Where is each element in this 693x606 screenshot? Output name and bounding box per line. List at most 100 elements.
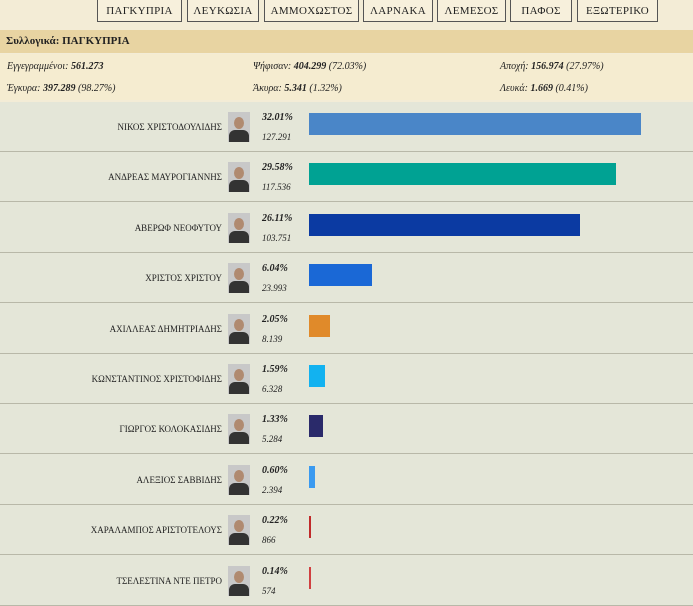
photo-body: [229, 230, 249, 243]
percent-label: 2.05%: [262, 313, 288, 325]
bar: [309, 264, 372, 287]
candidate-row: ΝΙΚΟΣ ΧΡΙΣΤΟΔΟΥΛΙΔΗΣ 32.01% 127.291: [0, 102, 693, 152]
section-header: Συλλογικά: ΠΑΓΚΥΠΡΙΑ: [0, 30, 693, 53]
stat-label: Έγκυρα:: [7, 83, 41, 94]
bar: [309, 566, 311, 589]
photo-head: [234, 419, 244, 432]
stat-label: Ψήφισαν:: [253, 61, 292, 72]
bar: [309, 314, 331, 337]
percent-label: 32.01%: [262, 112, 293, 123]
stat: Εγγεγραμμένοι: 561.273: [7, 61, 103, 72]
candidate-row: ΤΣΕΛΕΣΤΙΝΑ ΝΤΕ ΠΕΤΡΟ 0.14% 574: [0, 556, 693, 606]
photo-head: [234, 268, 244, 281]
photo-head: [234, 318, 244, 331]
candidate-row: ΧΡΙΣΤΟΣ ΧΡΙΣΤΟΥ 6.04% 23.993: [0, 253, 693, 304]
photo-head: [234, 369, 244, 381]
candidate-row: ΑΝΔΡΕΑΣ ΜΑΥΡΟΓΙΑΝΝΗΣ 29.58% 117.536: [0, 152, 693, 203]
stat: Ψήφισαν: 404.299 (72.03%): [253, 61, 366, 72]
votes-label: 866: [262, 535, 276, 546]
photo-head: [234, 520, 244, 533]
votes-label: 103.751: [262, 232, 292, 243]
tab[interactable]: ΑΜΜΟΧΩΣΤΟΣ: [264, 0, 359, 22]
candidate-name: ΚΩΝΣΤΑΝΤΙΝΟΣ ΧΡΙΣΤΟΦΙΔΗΣ: [91, 374, 222, 384]
candidate-row: ΓΙΩΡΓΟΣ ΚΟΛΟΚΑΣΙΔΗΣ 1.33% 5.284: [0, 404, 693, 455]
votes-label: 6.328: [262, 384, 283, 394]
stat: Λευκά: 1.669 (0.41%): [500, 83, 588, 94]
bar: [309, 516, 312, 539]
stat-value: 5.341: [284, 83, 307, 94]
stat-value: 1.669: [530, 83, 553, 94]
photo-body: [229, 533, 249, 546]
stat-value: 397.289: [43, 83, 76, 94]
tab[interactable]: ΛΑΡΝΑΚΑ: [363, 0, 433, 22]
candidate-name: ΧΑΡΑΛΑΜΠΟΣ ΑΡΙΣΤΟΤΕΛΟΥΣ: [90, 525, 222, 536]
photo-body: [229, 482, 249, 495]
photo-body: [229, 583, 249, 596]
photo-body: [229, 130, 249, 142]
percent-label: 29.58%: [262, 162, 293, 174]
stat: Αποχή: 156.974 (27.97%): [500, 61, 604, 72]
stat-extra: (27.97%): [566, 61, 604, 72]
percent-label: 0.14%: [262, 565, 288, 577]
photo-body: [229, 432, 249, 445]
percent-label: 0.22%: [262, 515, 288, 527]
bar: [309, 365, 326, 387]
stat-label: Λευκά:: [500, 83, 528, 94]
photo-head: [234, 217, 244, 230]
stat-extra: (98.27%): [78, 83, 116, 94]
candidate-name: ΧΡΙΣΤΟΣ ΧΡΙΣΤΟΥ: [145, 273, 222, 284]
percent-label: 1.59%: [262, 364, 288, 375]
candidate-photo: [228, 414, 250, 445]
candidate-name: ΤΣΕΛΕΣΤΙΝΑ ΝΤΕ ΠΕΤΡΟ: [116, 575, 223, 586]
bar: [309, 163, 616, 186]
candidate-photo: [228, 464, 250, 495]
stat-extra: (1.32%): [309, 83, 342, 94]
tab[interactable]: ΠΑΦΟΣ: [510, 0, 572, 22]
candidate-photo: [228, 565, 250, 596]
candidate-photo: [228, 162, 250, 193]
photo-head: [234, 469, 244, 482]
stat-label: Άκυρα:: [253, 83, 282, 94]
photo-body: [229, 180, 249, 193]
tab[interactable]: ΛΕΥΚΩΣΙΑ: [187, 0, 259, 22]
candidate-photo: [228, 364, 250, 394]
candidate-name: ΑΧΙΛΛΕΑΣ ΔΗΜΗΤΡΙΑΔΗΣ: [109, 323, 222, 334]
photo-body: [229, 281, 249, 294]
photo-head: [234, 117, 244, 129]
votes-label: 5.284: [262, 434, 283, 445]
photo-head: [234, 167, 244, 180]
stat-extra: (72.03%): [328, 61, 367, 72]
bar: [309, 213, 580, 236]
photo-head: [234, 570, 244, 583]
stat: Έγκυρα: 397.289 (98.27%): [7, 83, 116, 94]
votes-label: 117.536: [262, 182, 291, 193]
percent-label: 1.33%: [262, 414, 288, 426]
bar: [309, 415, 323, 438]
candidate-row: ΑΧΙΛΛΕΑΣ ΔΗΜΗΤΡΙΑΔΗΣ 2.05% 8.139: [0, 304, 693, 354]
percent-label: 26.11%: [262, 212, 293, 224]
stat-extra: (0.41%): [555, 83, 588, 94]
candidate-name: ΑΛΕΞΙΟΣ ΣΑΒΒΙΔΗΣ: [136, 474, 222, 485]
candidate-name: ΓΙΩΡΓΟΣ ΚΟΛΟΚΑΣΙΔΗΣ: [119, 424, 222, 435]
stats-panel: Εγγεγραμμένοι: 561.273 Ψήφισαν: 404.299 (…: [0, 54, 693, 100]
candidate-photo: [228, 212, 250, 243]
candidate-row: ΧΑΡΑΛΑΜΠΟΣ ΑΡΙΣΤΟΤΕΛΟΥΣ 0.22% 866: [0, 505, 693, 556]
photo-body: [229, 331, 249, 344]
votes-label: 574: [262, 585, 276, 596]
stat-value: 156.974: [531, 61, 564, 72]
tab[interactable]: ΕΞΩΤΕΡΙΚΟ: [577, 0, 658, 22]
votes-label: 2.394: [262, 484, 283, 495]
candidate-row: ΑΒΕΡΩΦ ΝΕΟΦΥΤΟΥ 26.11% 103.751: [0, 203, 693, 253]
tab-bar: ΠΑΓΚΥΠΡΙΑ ΛΕΥΚΩΣΙΑ ΑΜΜΟΧΩΣΤΟΣ ΛΑΡΝΑΚΑ ΛΕΜΕΣΟ…: [0, 0, 693, 26]
tab[interactable]: ΛΕΜΕΣΟΣ: [437, 0, 506, 22]
percent-label: 6.04%: [262, 263, 288, 275]
tab[interactable]: ΠΑΓΚΥΠΡΙΑ: [97, 0, 182, 22]
candidate-photo: [228, 313, 250, 344]
percent-label: 0.60%: [262, 464, 288, 476]
bar: [309, 113, 641, 135]
results-list: ΝΙΚΟΣ ΧΡΙΣΤΟΔΟΥΛΙΔΗΣ 32.01% 127.291 ΑΝΔΡΕΑΣ…: [0, 102, 693, 606]
candidate-row: ΑΛΕΞΙΟΣ ΣΑΒΒΙΔΗΣ 0.60% 2.394: [0, 455, 693, 505]
candidate-photo: [228, 263, 250, 294]
candidate-name: ΝΙΚΟΣ ΧΡΙΣΤΟΔΟΥΛΙΔΗΣ: [117, 122, 222, 132]
